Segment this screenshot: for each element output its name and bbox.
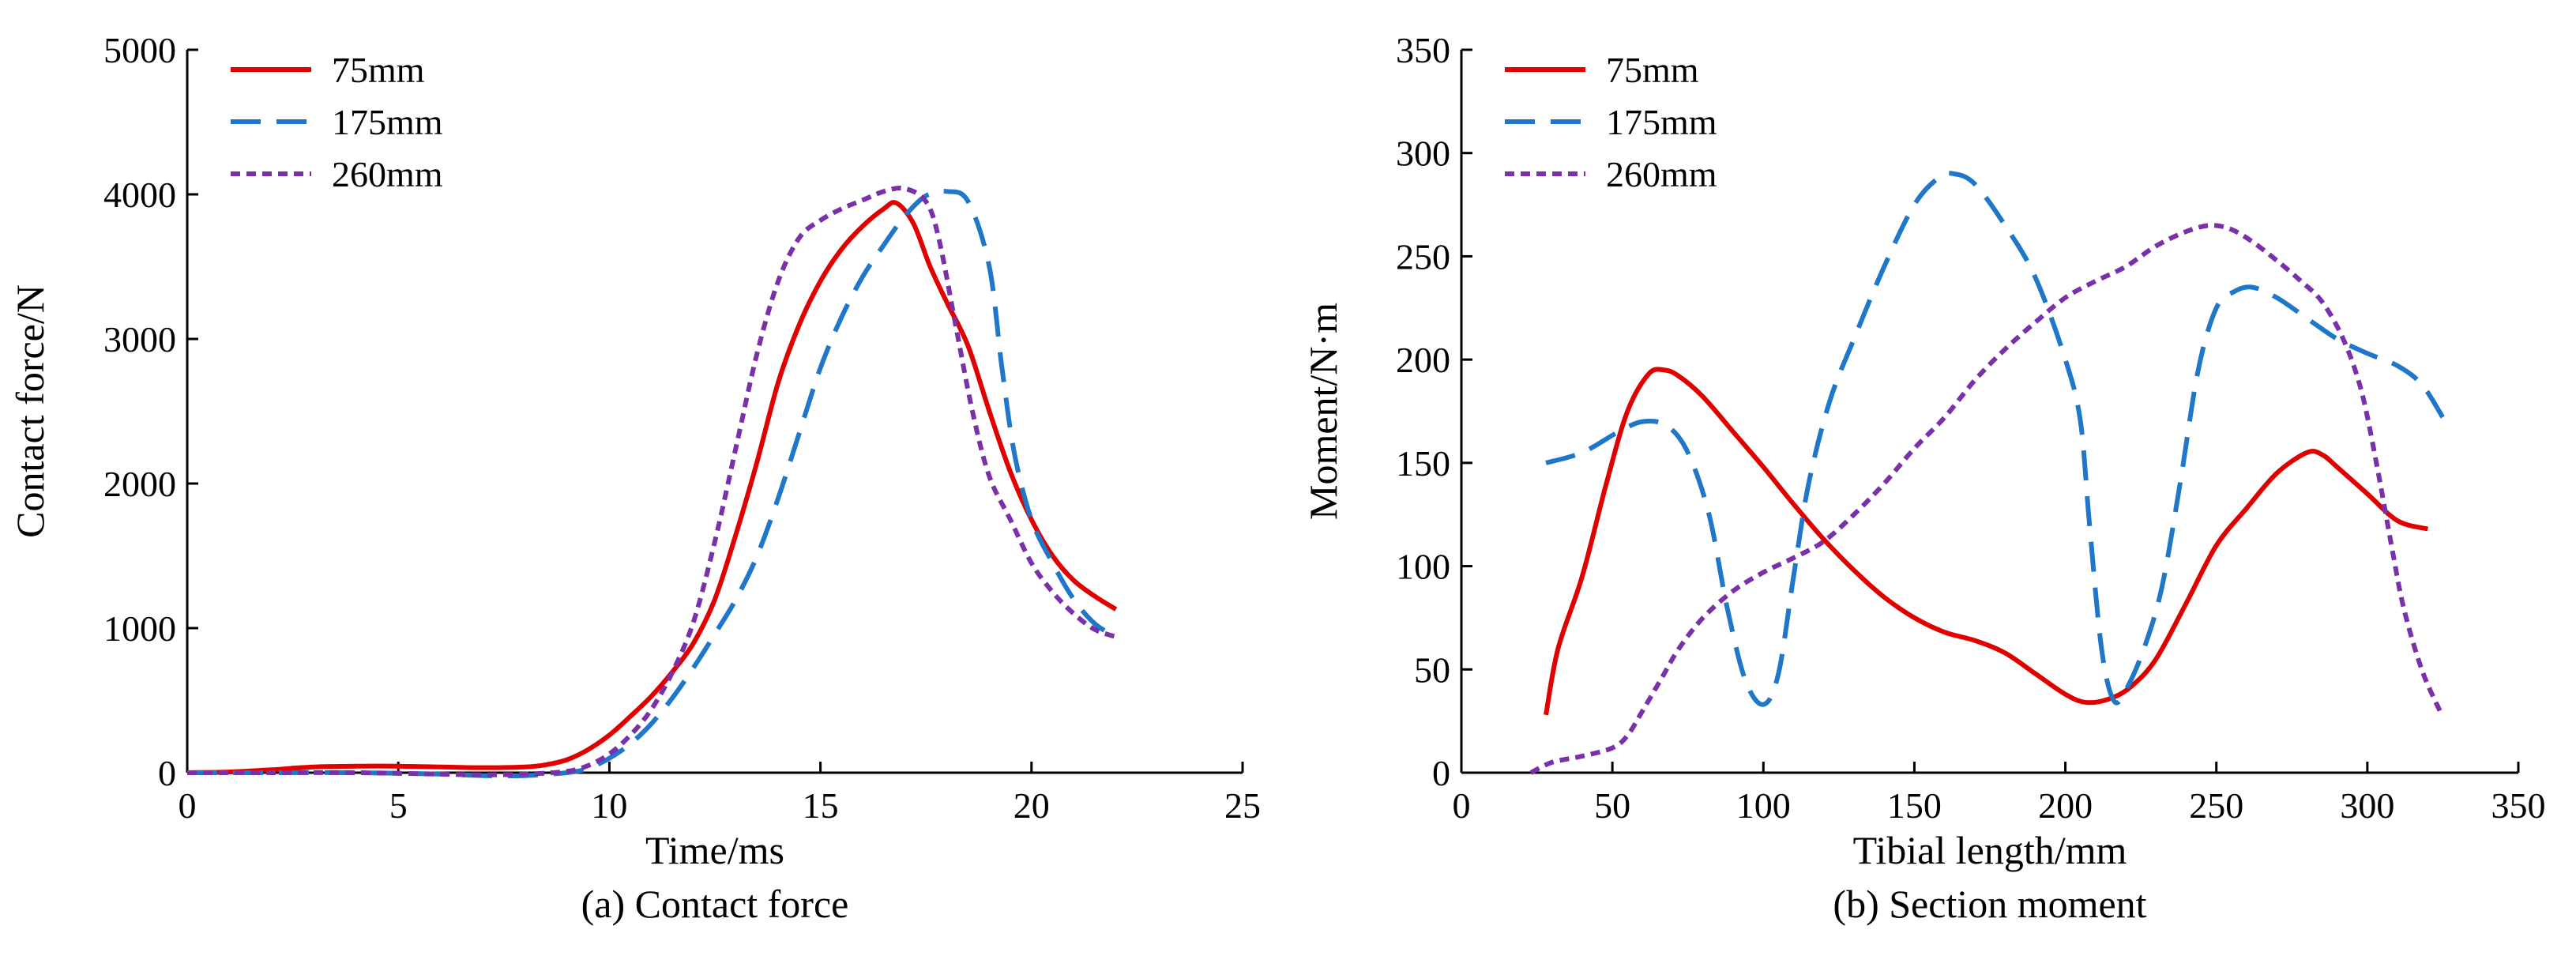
contact-force-chart: 0 5 10 15 20 25 0 1000 2000 3000 4000 5000 Time/ms Co… bbox=[8, 30, 1261, 926]
x-tick-label: 350 bbox=[2491, 785, 2546, 826]
legend-label: 260mm bbox=[1606, 154, 1717, 194]
series-line-260mm bbox=[187, 185, 1117, 777]
y-tick-label: 50 bbox=[1414, 649, 1450, 690]
y-tick-label: 200 bbox=[1396, 340, 1450, 380]
y-tick-label: 4000 bbox=[103, 175, 176, 215]
x-axis-title: Tibial length/mm bbox=[1853, 828, 2127, 872]
section-moment-chart: 0 50 100 150 200 250 300 350 0 50 100 150 200 250 300 3… bbox=[1301, 30, 2546, 926]
y-tick-label: 0 bbox=[1432, 753, 1450, 793]
x-tick-label: 300 bbox=[2340, 785, 2394, 826]
legend-label: 175mm bbox=[1606, 102, 1717, 142]
y-tick-label: 1000 bbox=[103, 608, 176, 649]
y-axis-title: Contact force/N bbox=[8, 284, 52, 538]
series-line-175mm bbox=[187, 188, 1118, 779]
y-tick-label: 300 bbox=[1396, 134, 1450, 174]
x-tick-label: 0 bbox=[1453, 785, 1471, 826]
x-tick-label: 250 bbox=[2189, 785, 2243, 826]
legend-label: 175mm bbox=[332, 102, 443, 142]
chart-caption: (a) Contact force bbox=[581, 882, 849, 926]
x-tick-label: 15 bbox=[803, 785, 839, 826]
y-tick-label: 150 bbox=[1396, 443, 1450, 484]
y-tick-label: 250 bbox=[1396, 236, 1450, 277]
y-tick-label: 350 bbox=[1396, 30, 1450, 70]
x-tick-label: 25 bbox=[1224, 785, 1261, 826]
y-tick-label: 100 bbox=[1396, 547, 1450, 587]
x-tick-label: 150 bbox=[1887, 785, 1942, 826]
series-line-75mm bbox=[1544, 367, 2429, 716]
x-tick-label: 0 bbox=[179, 785, 197, 826]
x-tick-label: 200 bbox=[2038, 785, 2093, 826]
legend-label: 75mm bbox=[332, 50, 425, 90]
series-line-260mm bbox=[1529, 223, 2442, 775]
series-line-75mm bbox=[186, 200, 1118, 775]
y-tick-label: 2000 bbox=[103, 464, 176, 504]
x-tick-label: 50 bbox=[1594, 785, 1630, 826]
y-tick-label: 3000 bbox=[103, 319, 176, 359]
legend-label: 75mm bbox=[1606, 50, 1699, 90]
series-line-175mm bbox=[1545, 171, 2445, 707]
x-tick-label: 100 bbox=[1736, 785, 1791, 826]
chart-caption: (b) Section moment bbox=[1833, 882, 2146, 926]
x-axis-title: Time/ms bbox=[645, 828, 784, 872]
y-tick-label: 0 bbox=[158, 753, 176, 793]
y-axis-title: Moment/N·m bbox=[1301, 303, 1345, 520]
x-tick-label: 10 bbox=[591, 785, 627, 826]
y-tick-label: 5000 bbox=[103, 30, 176, 70]
x-tick-label: 20 bbox=[1013, 785, 1050, 826]
x-tick-label: 5 bbox=[389, 785, 408, 826]
legend-label: 260mm bbox=[332, 154, 443, 194]
